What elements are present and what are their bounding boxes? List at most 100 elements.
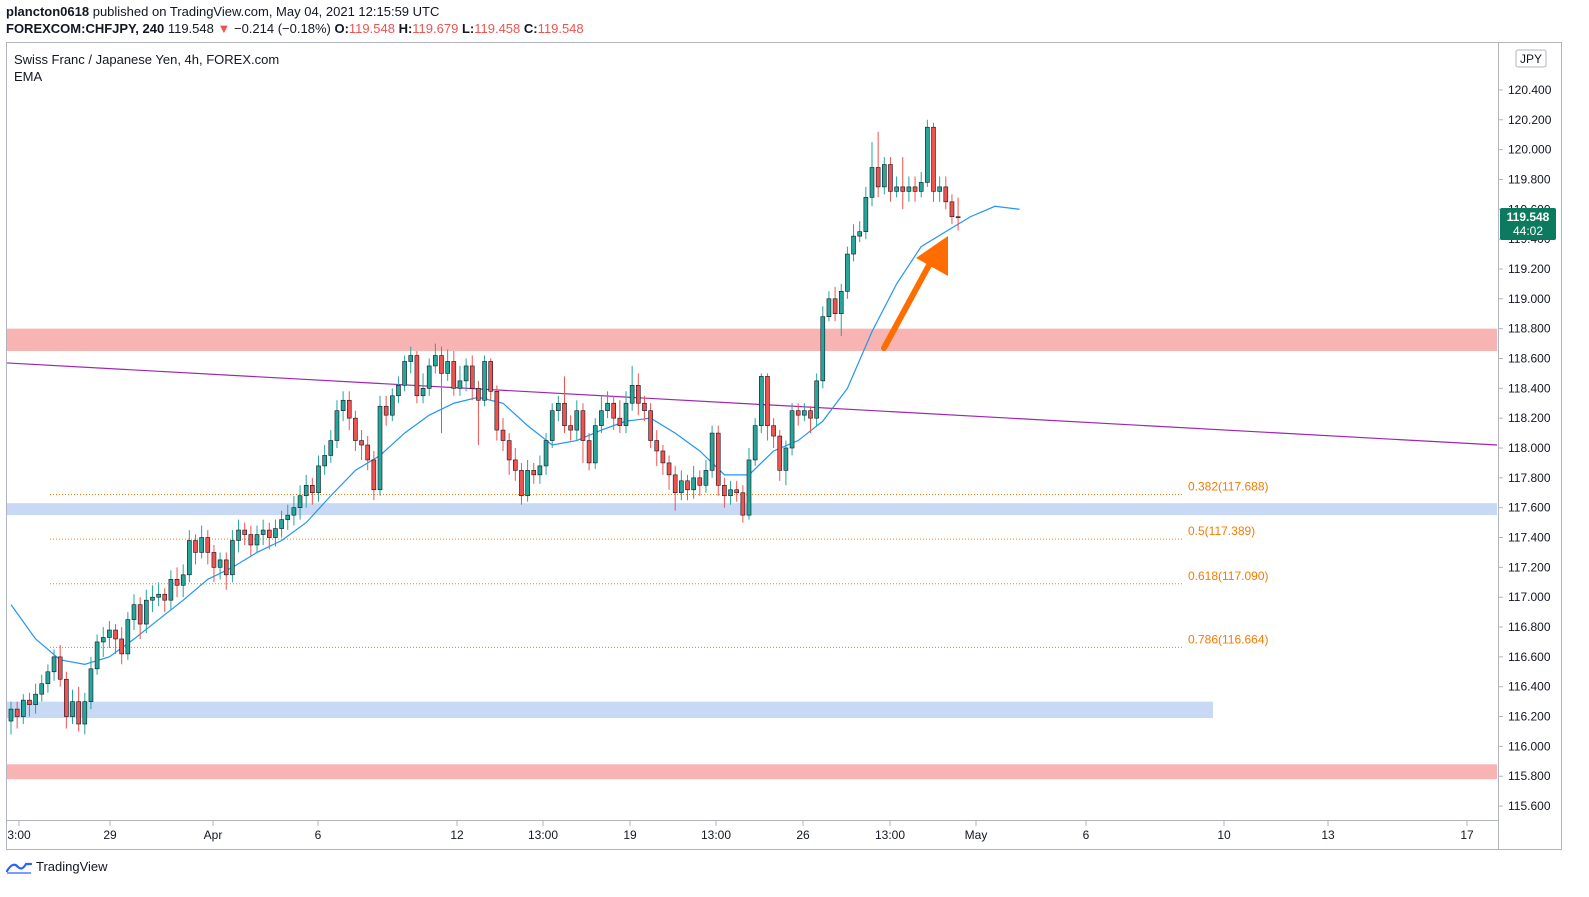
ema-layer <box>10 205 1020 665</box>
candle <box>580 403 586 463</box>
candle <box>728 480 733 505</box>
currency-badge-box[interactable] <box>1515 49 1547 68</box>
candle-body <box>445 361 450 374</box>
candle-body <box>297 495 303 508</box>
candle-body <box>82 701 88 725</box>
candle-body <box>371 459 377 491</box>
candle-body <box>156 593 161 598</box>
y-tick-label: 117.600 <box>1508 501 1551 515</box>
candle-body <box>543 440 549 467</box>
candle-body <box>20 699 26 717</box>
candle-body <box>396 385 401 397</box>
y-tick-label: 115.600 <box>1508 799 1551 813</box>
candle <box>346 391 352 431</box>
candle-body <box>340 399 346 412</box>
x-tick-label: 13 <box>1321 828 1335 842</box>
chart-frame <box>6 42 1562 850</box>
candle <box>353 410 358 451</box>
price-tag-value: 119.548 <box>1507 210 1550 224</box>
candle <box>174 567 180 598</box>
candle-body <box>802 410 807 416</box>
candle <box>500 418 506 451</box>
candle-body <box>291 507 297 516</box>
candle-body <box>70 701 75 717</box>
candle-body <box>230 540 235 576</box>
publish-text: published on TradingView.com, May 04, 20… <box>92 4 440 19</box>
candle <box>789 403 795 456</box>
candle-body <box>617 417 623 426</box>
candle <box>45 664 51 693</box>
symbol-label[interactable]: FOREXCOM:CHFJPY, 240 <box>6 21 165 36</box>
candle-body <box>635 385 641 404</box>
candle <box>482 355 487 407</box>
candle <box>100 627 106 657</box>
candle <box>943 176 949 210</box>
y-tick-label: 117.400 <box>1508 531 1551 545</box>
candle-body <box>666 462 672 476</box>
candle-body <box>273 528 278 538</box>
candle-body <box>740 492 746 516</box>
zone-resistance <box>7 764 1497 780</box>
candle <box>875 131 881 198</box>
candle <box>512 448 518 481</box>
candle <box>377 395 383 496</box>
candle <box>746 448 752 520</box>
candle-body <box>14 708 20 717</box>
fib-label: 0.618(117.090) <box>1188 569 1269 583</box>
candle <box>223 552 229 590</box>
candle-body <box>45 671 51 685</box>
candle <box>199 525 204 559</box>
candle-body <box>469 365 475 389</box>
candle-body <box>113 629 118 640</box>
candle-body <box>402 361 407 386</box>
candle-body <box>845 253 850 292</box>
candle <box>506 433 512 475</box>
candle-body <box>211 552 217 568</box>
zone-support <box>7 701 1213 719</box>
candle <box>119 627 124 665</box>
candle <box>685 474 690 501</box>
candle-body <box>64 678 69 717</box>
candle <box>20 694 26 725</box>
open-label: O: <box>334 21 349 36</box>
price-change: −0.214 (−0.18%) <box>233 21 331 36</box>
candle-body <box>592 425 598 464</box>
candle <box>82 692 88 735</box>
candle <box>556 395 561 422</box>
footer-brand[interactable]: TradingView <box>6 858 108 874</box>
candle <box>168 570 174 610</box>
candle-body <box>556 402 561 411</box>
candle <box>144 589 149 634</box>
price-chart[interactable]: 0.382(117.688) 0.5(117.389) 0.618(117.090)… <box>0 0 1589 860</box>
down-arrow-icon: ▼ <box>217 21 231 36</box>
candle <box>402 355 407 392</box>
candle <box>937 176 942 202</box>
candle <box>894 176 899 198</box>
candle <box>193 534 198 565</box>
candle <box>303 474 309 508</box>
candle-body <box>199 537 204 553</box>
candle-body <box>888 164 893 192</box>
candle <box>389 388 395 422</box>
candle-body <box>187 540 192 576</box>
candle <box>543 433 549 475</box>
candle-body <box>242 529 247 535</box>
candle <box>14 701 20 729</box>
candle <box>316 455 321 502</box>
candle <box>765 373 770 441</box>
candle <box>383 395 389 426</box>
candle <box>531 462 537 484</box>
candle-body <box>174 578 180 586</box>
candle <box>33 683 38 714</box>
time-axis[interactable]: 3:00 29 Apr 6 12 13:00 19 13:00 26 13:00 May 6 10 13 1… <box>7 821 1474 842</box>
trend-arrow <box>881 236 948 351</box>
candle <box>777 430 783 481</box>
candle <box>955 197 961 231</box>
currency-badge[interactable]: JPY <box>1520 52 1542 66</box>
author-name[interactable]: plancton0618 <box>6 4 90 19</box>
candle <box>906 176 912 202</box>
candle-body <box>420 388 426 397</box>
candle <box>900 157 906 210</box>
y-tick-label: 119.800 <box>1508 172 1551 186</box>
price-axis[interactable]: 115.600 115.800 116.000 116.200 116.400 116.6… <box>1498 83 1552 813</box>
